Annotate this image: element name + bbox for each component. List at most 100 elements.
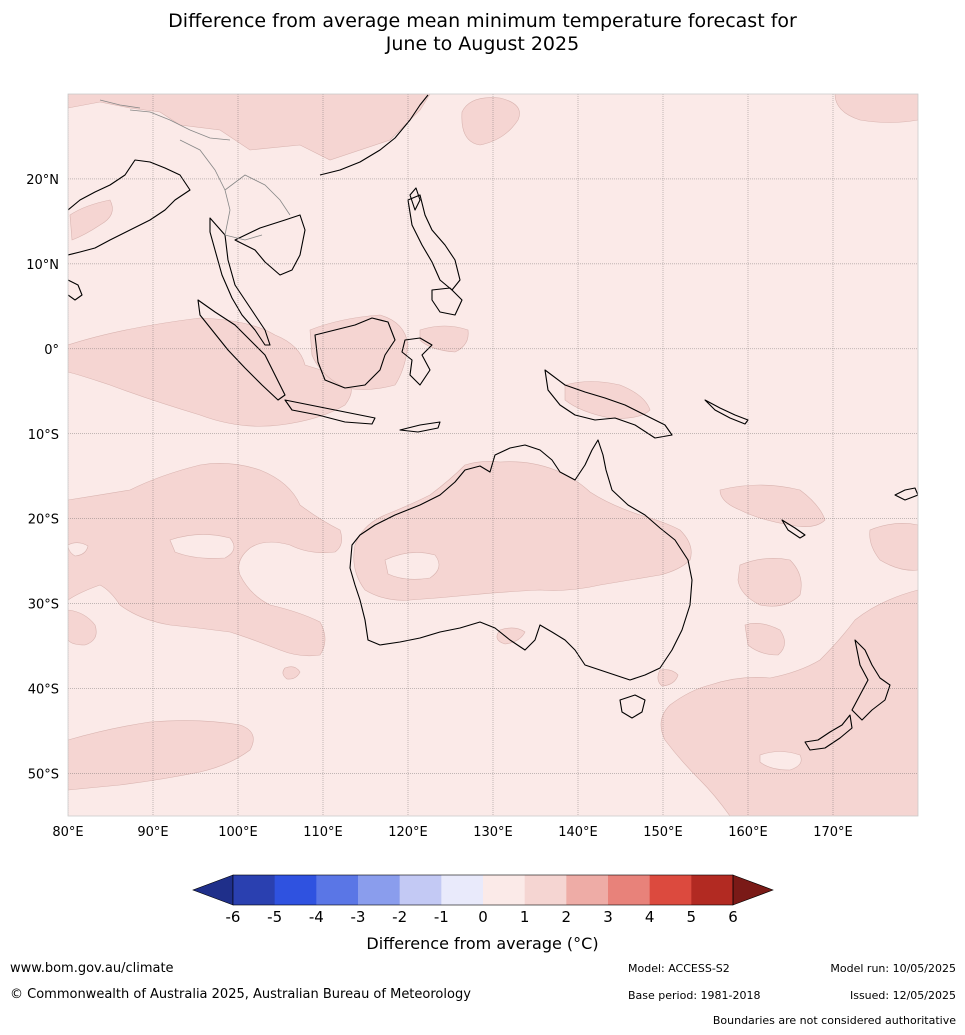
colorbar-bin bbox=[691, 875, 734, 905]
colorbar-tick-label: -4 bbox=[309, 908, 324, 926]
footer-disclaimer: Boundaries are not considered authoritat… bbox=[712, 1014, 956, 1027]
colorbar-tick-label: 3 bbox=[603, 908, 613, 926]
footer-url[interactable]: www.bom.gov.au/climate bbox=[10, 961, 174, 976]
coastline-taiwan bbox=[409, 187, 421, 211]
colorbar-tick-label: -5 bbox=[267, 908, 282, 926]
coastline-sulawesi bbox=[401, 337, 433, 386]
lon-tick-label: 160°E bbox=[728, 825, 768, 840]
anomaly-patch-indian-ocean-eq bbox=[68, 317, 352, 427]
warm-anomaly-regions bbox=[68, 94, 918, 816]
map-title-line1: Difference from average mean minimum tem… bbox=[168, 10, 797, 32]
coastline-sumatra bbox=[197, 299, 286, 401]
lon-tick-label: 110°E bbox=[303, 825, 343, 840]
border-laos bbox=[224, 174, 291, 216]
colorbar-tick-label: 6 bbox=[728, 908, 738, 926]
lon-tick-label: 170°E bbox=[813, 825, 853, 840]
colorbar-bin bbox=[358, 875, 401, 905]
neutral-anomaly-holes bbox=[68, 534, 802, 771]
neutral-hole-indian bbox=[68, 542, 89, 557]
coastline-southeast-asia bbox=[209, 217, 271, 346]
lon-tick-label: 100°E bbox=[218, 825, 258, 840]
anomaly-patch-north-pacific bbox=[834, 94, 918, 123]
coastline-indochina bbox=[234, 214, 306, 276]
anomaly-patch-southern-small bbox=[282, 666, 301, 680]
anomaly-patch-new-guinea bbox=[564, 381, 651, 419]
colorbar-bin bbox=[441, 875, 484, 905]
anomaly-patch-south-tasman-east bbox=[657, 669, 679, 687]
colorbar-bin bbox=[274, 875, 317, 905]
longitude-labels: 80°E 90°E 100°E 110°E 120°E 130°E 140°E 150°E 16… bbox=[52, 825, 852, 840]
coastline-sri-lanka bbox=[68, 279, 83, 301]
colorbar-tick-label: 4 bbox=[645, 908, 655, 926]
colorbar-min-extension bbox=[192, 874, 234, 906]
coastline-java bbox=[284, 399, 376, 425]
map-plot-area bbox=[68, 94, 918, 816]
neutral-hole-australia-west bbox=[384, 552, 440, 580]
anomaly-patch-east-aus bbox=[719, 484, 826, 527]
coastline-new-guinea bbox=[544, 369, 673, 439]
lon-tick-label: 150°E bbox=[643, 825, 683, 840]
border-myanmar bbox=[179, 139, 231, 236]
colorbar-tick-label: 5 bbox=[687, 908, 697, 926]
anomaly-patch-southern-ocean-west bbox=[68, 720, 254, 791]
anomaly-patch-tasman-south bbox=[744, 623, 785, 656]
border-thailand bbox=[224, 234, 263, 241]
colorbar-bin bbox=[483, 875, 526, 905]
map-canvas: 20°N 10°N 0° 10°S 20°S 30°S 40°S 50°S 80°E 90°E 1… bbox=[26, 93, 919, 926]
lon-tick-label: 90°E bbox=[137, 825, 168, 840]
colorbar-tick-label: -2 bbox=[392, 908, 407, 926]
coastline-fiji bbox=[894, 487, 918, 501]
lat-tick-label: 50°S bbox=[28, 768, 59, 783]
colorbar-tick-label: -1 bbox=[434, 908, 449, 926]
coastline-new-caledonia bbox=[781, 519, 806, 539]
coastline-timor bbox=[399, 421, 441, 433]
neutral-hole-ocean-sw bbox=[169, 534, 235, 559]
colorbar-bin bbox=[566, 875, 609, 905]
colorbar-tick-label: -3 bbox=[351, 908, 366, 926]
colorbar-frame bbox=[232, 874, 734, 906]
border-himalaya bbox=[99, 99, 141, 109]
lon-tick-label: 120°E bbox=[388, 825, 428, 840]
coastline-tasmania bbox=[619, 694, 646, 719]
anomaly-patch-asia-north bbox=[68, 94, 431, 161]
lon-tick-label: 80°E bbox=[52, 825, 83, 840]
map-frame bbox=[67, 93, 919, 817]
colorbar-bin bbox=[399, 875, 442, 905]
coastline-solomon bbox=[704, 399, 749, 425]
coastline-china-coast bbox=[319, 94, 429, 176]
lon-tick-label: 130°E bbox=[473, 825, 513, 840]
lat-tick-label: 10°N bbox=[26, 258, 59, 273]
neutral-hole-nz-south bbox=[759, 751, 802, 771]
colorbar-title: Difference from average (°C) bbox=[366, 934, 599, 953]
lat-tick-label: 0° bbox=[44, 343, 59, 358]
coastline-india bbox=[68, 159, 191, 256]
colorbar-bin bbox=[316, 875, 359, 905]
colorbar-bin bbox=[524, 875, 567, 905]
colorbar-max-extension bbox=[732, 874, 774, 906]
colorbar-bin bbox=[233, 875, 276, 905]
footer-base-period: Base period: 1981-2018 bbox=[628, 989, 761, 1002]
coastline-borneo bbox=[314, 317, 396, 389]
anomaly-patch-new-zealand bbox=[660, 589, 918, 816]
colorbar-tick-label: 1 bbox=[520, 908, 530, 926]
border-china-india bbox=[129, 109, 231, 141]
colorbar-tick-label: 2 bbox=[562, 908, 572, 926]
map-title-line2: June to August 2025 bbox=[385, 33, 580, 55]
coastline-nz-south bbox=[804, 714, 853, 751]
coastline-mindanao bbox=[431, 287, 463, 316]
coastline-philippines bbox=[407, 194, 461, 291]
coastlines bbox=[68, 94, 918, 751]
coastline-australia bbox=[349, 439, 693, 681]
anomaly-patch-tasman bbox=[496, 627, 526, 645]
lon-tick-label: 140°E bbox=[558, 825, 598, 840]
anomaly-patch-borneo bbox=[309, 314, 409, 390]
anomaly-patch-japan-sea bbox=[461, 97, 520, 146]
footer-model: Model: ACCESS-S2 bbox=[628, 962, 730, 975]
anomaly-patch-pacific-east bbox=[869, 523, 918, 571]
coastline-nz-north bbox=[851, 639, 891, 721]
footer-model-run: Model run: 10/05/2025 bbox=[830, 962, 956, 975]
lat-tick-label: 20°S bbox=[28, 513, 59, 528]
colorbar-bin bbox=[608, 875, 651, 905]
graticule bbox=[68, 94, 918, 816]
lat-tick-label: 20°N bbox=[26, 173, 59, 188]
